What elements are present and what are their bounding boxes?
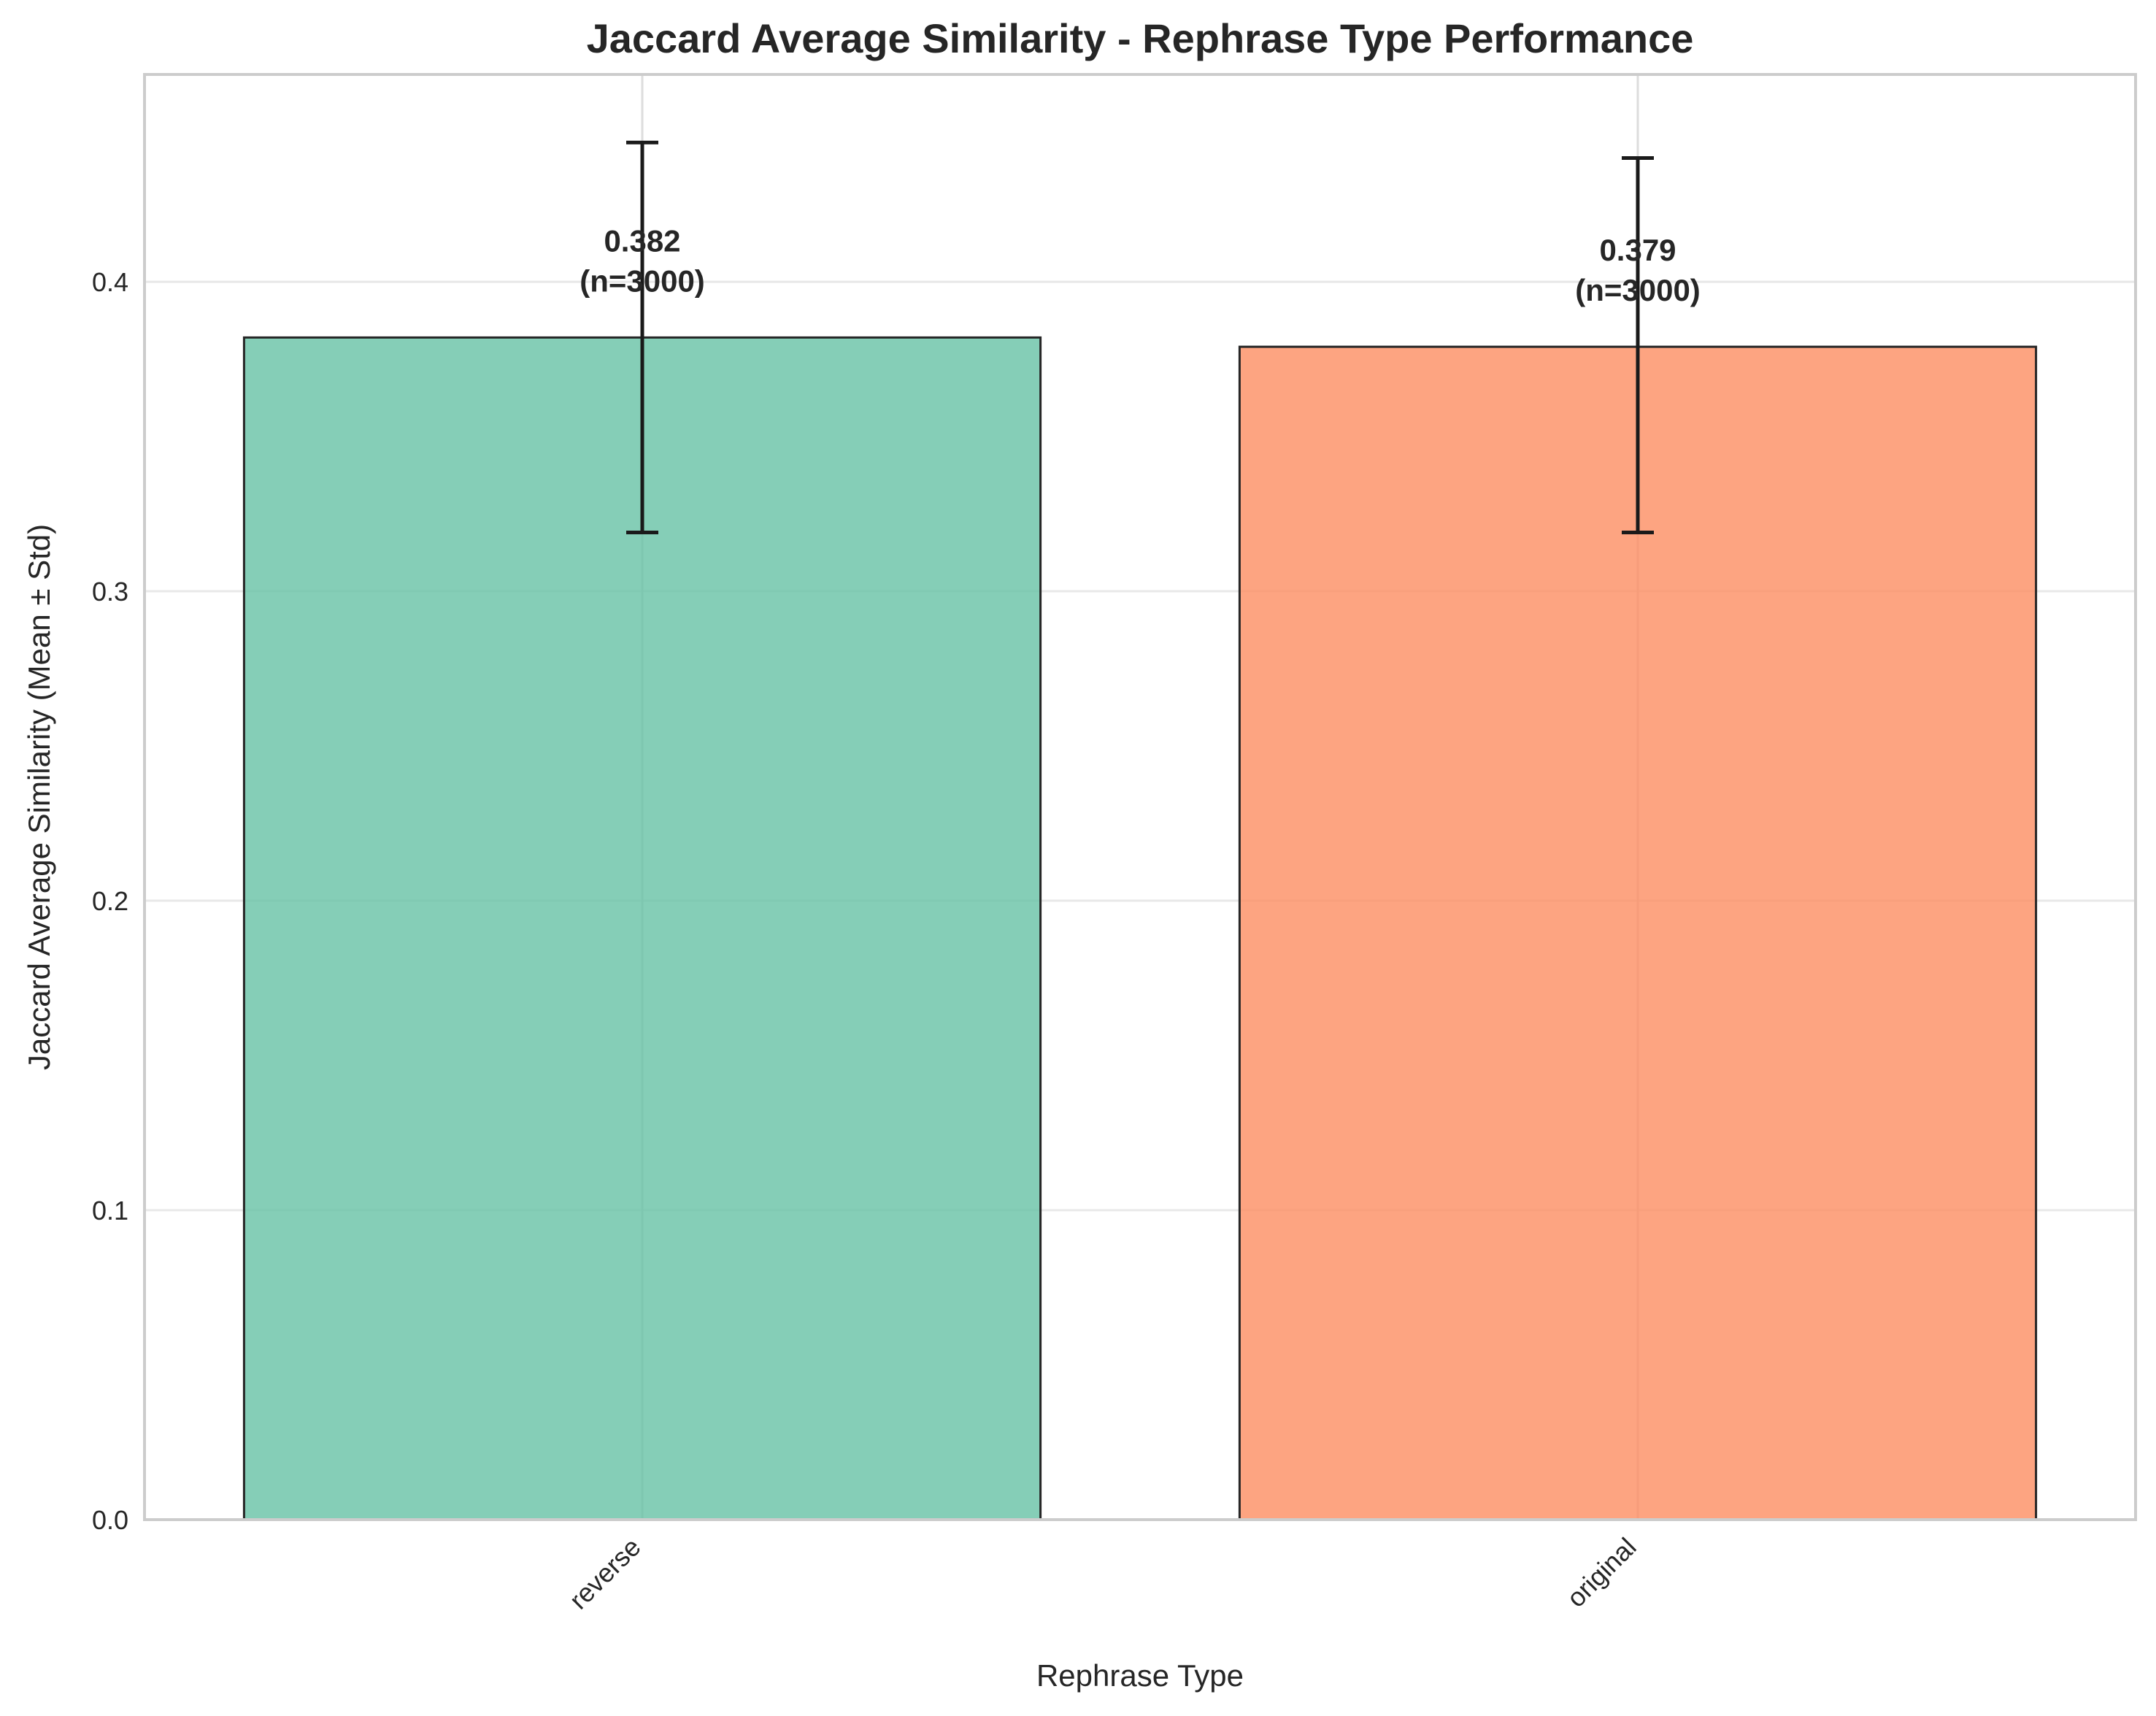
x-axis-label: Rephrase Type [1036,1658,1244,1693]
data-label-count: (n=3000) [580,263,705,298]
y-tick-label: 0.4 [92,267,128,297]
y-tick-label: 0.3 [92,577,128,607]
data-label-value: 0.379 [1599,233,1676,267]
data-label-value: 0.382 [604,223,680,258]
y-axis-label: Jaccard Average Similarity (Mean ± Std) [22,524,56,1070]
error-bar-original [1622,155,1654,534]
data-label-count: (n=3000) [1575,273,1701,307]
y-tick-label: 0.1 [92,1196,128,1226]
y-tick-label: 0.0 [92,1505,128,1535]
chart-title: Jaccard Average Similarity - Rephrase Ty… [587,15,1694,61]
bar-reverse [242,336,1042,1521]
plot-frame [143,73,2137,1521]
y-tick-label: 0.2 [92,886,128,916]
error-bar-reverse [626,140,658,534]
bar-original [1238,345,2038,1521]
